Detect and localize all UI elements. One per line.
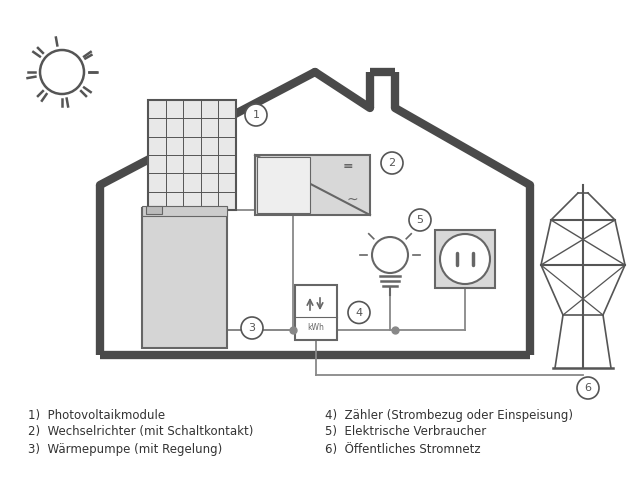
Bar (142, 208, 227, 348)
Text: 1: 1 (253, 110, 259, 120)
Text: 5)  Elektrische Verbraucher: 5) Elektrische Verbraucher (325, 426, 486, 438)
Text: =: = (342, 161, 353, 174)
Bar (435, 230, 495, 288)
Text: 4: 4 (355, 308, 363, 317)
Text: ~: ~ (346, 193, 358, 207)
Bar (257, 157, 310, 213)
Text: 4)  Zähler (Strombezug oder Einspeisung): 4) Zähler (Strombezug oder Einspeisung) (325, 409, 573, 422)
Circle shape (245, 104, 267, 126)
Circle shape (381, 152, 403, 174)
Text: 5: 5 (417, 215, 424, 225)
Text: 2)  Wechselrichter (mit Schaltkontakt): 2) Wechselrichter (mit Schaltkontakt) (28, 426, 253, 438)
Circle shape (241, 317, 263, 339)
Text: 3)  Wärmepumpe (mit Regelung): 3) Wärmepumpe (mit Regelung) (28, 442, 222, 455)
Circle shape (409, 209, 431, 231)
Text: 2: 2 (388, 158, 396, 168)
Bar (148, 100, 236, 210)
Bar (295, 285, 337, 340)
Bar (255, 155, 370, 215)
Text: 6: 6 (584, 383, 591, 393)
Text: 6)  Öffentliches Stromnetz: 6) Öffentliches Stromnetz (325, 442, 481, 455)
Text: 3: 3 (248, 323, 255, 333)
Text: 1)  Photovoltaikmodule: 1) Photovoltaikmodule (28, 409, 165, 422)
Circle shape (440, 234, 490, 284)
Circle shape (348, 302, 370, 323)
Circle shape (577, 377, 599, 399)
Text: kWh: kWh (308, 323, 324, 332)
Bar (146, 206, 162, 214)
Bar (142, 206, 227, 216)
